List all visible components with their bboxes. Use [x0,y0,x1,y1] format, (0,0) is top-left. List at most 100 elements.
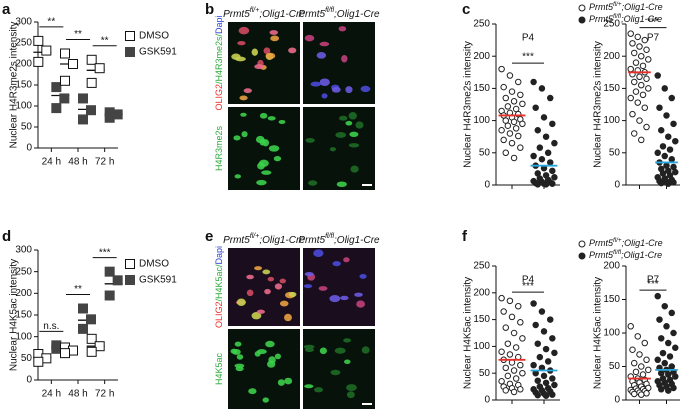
data-point [668,309,676,317]
data-point [542,392,550,399]
y-tick-label: 50 [479,368,491,379]
data-point [627,94,634,102]
data-point [86,314,96,325]
data-point [508,88,516,95]
data-point [629,40,636,47]
data-point [643,356,650,364]
data-point [530,78,537,86]
data-point [661,152,668,160]
cell [305,137,315,143]
cell [263,47,271,55]
driver: ;Olig1-Cre [334,235,380,246]
y-tick-label: 100 [473,115,490,126]
data-point [86,77,97,88]
stain-label: OLIG2/H4K5ac/Dapi [214,246,224,328]
data-point [502,387,510,394]
y-axis-label: Nuclear H4R3me2s intensity [463,41,474,168]
y-tick-label: 150 [473,83,490,94]
cell [319,347,327,355]
y-tick-label: 150 [603,83,620,94]
cell [243,88,252,94]
cell [284,313,292,322]
allele: fl/fl [325,7,334,14]
data-point [665,387,672,394]
data-point [68,59,78,69]
cell [231,53,241,60]
data-point [534,181,542,188]
data-point [33,56,44,67]
micrograph [303,107,375,190]
y-tick-label: 100 [15,101,32,112]
data-point [510,367,518,374]
data-point [94,63,105,74]
cell [258,159,269,167]
chart-title: P7 [647,33,660,44]
data-point [634,99,641,106]
data-point [645,85,652,92]
data-point [504,372,512,380]
panel-letter: c [462,1,470,18]
genotype-label: Prmt5fl/fl;Olig1-Cre [298,7,380,20]
cell [273,156,282,162]
data-point [33,356,44,367]
data-point [517,361,524,369]
data-point [654,149,661,157]
data-point [517,386,524,393]
y-tick-label: 0 [26,143,32,154]
data-point [546,316,554,323]
cell [303,344,315,349]
cell [236,298,246,306]
cell [360,85,371,93]
data-point [510,154,518,162]
cell [316,52,327,59]
cell [345,120,353,126]
sig-label: ** [74,284,82,295]
cell [343,338,352,343]
data-point [60,75,70,86]
data-point [630,390,638,398]
y-tick-label: 100 [15,331,32,342]
cell [304,347,314,353]
data-point [657,386,665,393]
cell [303,284,313,289]
genotype-label: Prmt5fl/+;Olig1-Cre [223,233,305,246]
cell [262,139,270,147]
y-tick-label: 150 [473,314,490,325]
data-point [549,180,556,187]
micrograph [303,248,375,326]
data-point [86,333,97,344]
data-point [536,144,544,151]
data-point [670,120,677,128]
cell [261,170,272,175]
data-point [510,98,518,105]
data-point [666,146,674,153]
data-point [668,155,676,163]
data-point [551,349,558,357]
y-tick-label: 50 [609,361,621,372]
cell [234,341,242,347]
cell [355,121,364,129]
cell [334,347,346,354]
gene: Prmt5 [589,14,614,24]
panel-letter: a [2,1,11,18]
cell [274,283,282,290]
data-point [500,83,507,91]
data-point [514,302,522,310]
data-point [654,356,661,364]
cell [350,165,359,173]
cell [329,147,336,152]
cell [319,41,330,47]
y-tick-label: 0 [614,395,620,406]
cell [308,180,318,186]
data-point [546,159,554,166]
gene: Prmt5 [223,9,250,20]
cell [344,359,351,364]
driver: ;Olig1-Cre [622,2,663,12]
data-point [657,369,665,377]
cell [346,391,355,399]
legend-label: GSK591 [139,275,177,286]
y-axis-label: Nuclear H4K5ac intensity [9,259,20,371]
data-point [643,46,650,54]
data-point [661,359,668,367]
data-point [506,297,514,305]
